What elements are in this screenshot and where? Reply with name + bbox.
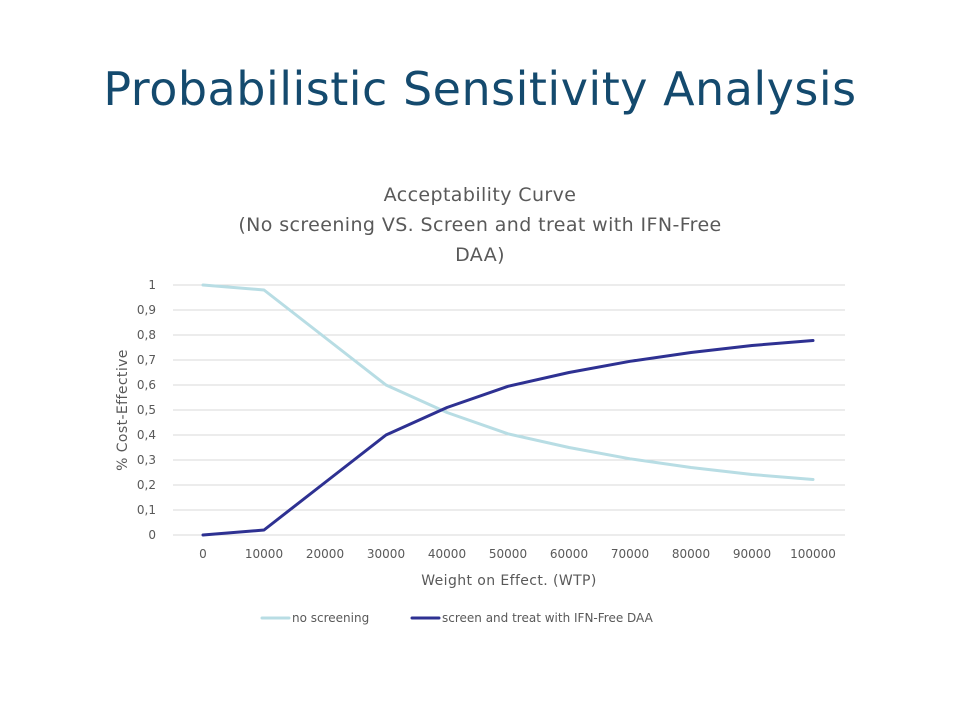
y-tick-label: 0,5 xyxy=(137,403,156,417)
x-tick-label: 20000 xyxy=(306,547,344,561)
series-line-screen-and-treat xyxy=(201,339,815,537)
chart-title-line: Acceptability Curve xyxy=(384,184,577,206)
legend-label: no screening xyxy=(292,611,369,625)
y-axis-ticks: 0 0,1 0,2 0,3 0,4 0,5 0,6 0,7 0,8 0,9 1 xyxy=(137,278,156,542)
x-tick-label: 90000 xyxy=(733,547,771,561)
x-tick-label: 10000 xyxy=(245,547,283,561)
chart-legend: no screening screen and treat with IFN-Fr… xyxy=(260,611,654,625)
x-axis-ticks: 0 10000 20000 30000 40000 50000 60000 70000 8000… xyxy=(199,547,836,561)
x-tick-label: 50000 xyxy=(489,547,527,561)
y-tick-label: 1 xyxy=(148,278,156,292)
x-tick-label: 100000 xyxy=(790,547,836,561)
x-tick-label: 60000 xyxy=(550,547,588,561)
chart-series xyxy=(201,283,815,537)
y-tick-label: 0,1 xyxy=(137,503,156,517)
slide-title: Probabilistic Sensitivity Analysis xyxy=(103,62,857,116)
y-tick-label: 0,4 xyxy=(137,428,156,442)
y-axis-label: % Cost-Effective xyxy=(115,349,131,471)
chart-grid xyxy=(173,284,845,536)
x-tick-label: 40000 xyxy=(428,547,466,561)
y-tick-label: 0,2 xyxy=(137,478,156,492)
x-tick-label: 70000 xyxy=(611,547,649,561)
series-line-no-screening xyxy=(201,283,815,481)
x-tick-label: 80000 xyxy=(672,547,710,561)
chart-title-line: (No screening VS. Screen and treat with … xyxy=(238,214,721,236)
y-tick-label: 0,7 xyxy=(137,353,156,367)
x-tick-label: 30000 xyxy=(367,547,405,561)
x-axis-label: Weight on Effect. (WTP) xyxy=(421,573,596,589)
y-tick-label: 0 xyxy=(148,528,156,542)
y-tick-label: 0,8 xyxy=(137,328,156,342)
y-tick-label: 0,9 xyxy=(137,303,156,317)
legend-label: screen and treat with IFN-Free DAA xyxy=(442,611,654,625)
y-tick-label: 0,6 xyxy=(137,378,156,392)
chart-title: Acceptability Curve (No screening VS. Scr… xyxy=(238,184,721,266)
y-tick-label: 0,3 xyxy=(137,453,156,467)
chart-title-line: DAA) xyxy=(455,244,505,266)
x-tick-label: 0 xyxy=(199,547,207,561)
